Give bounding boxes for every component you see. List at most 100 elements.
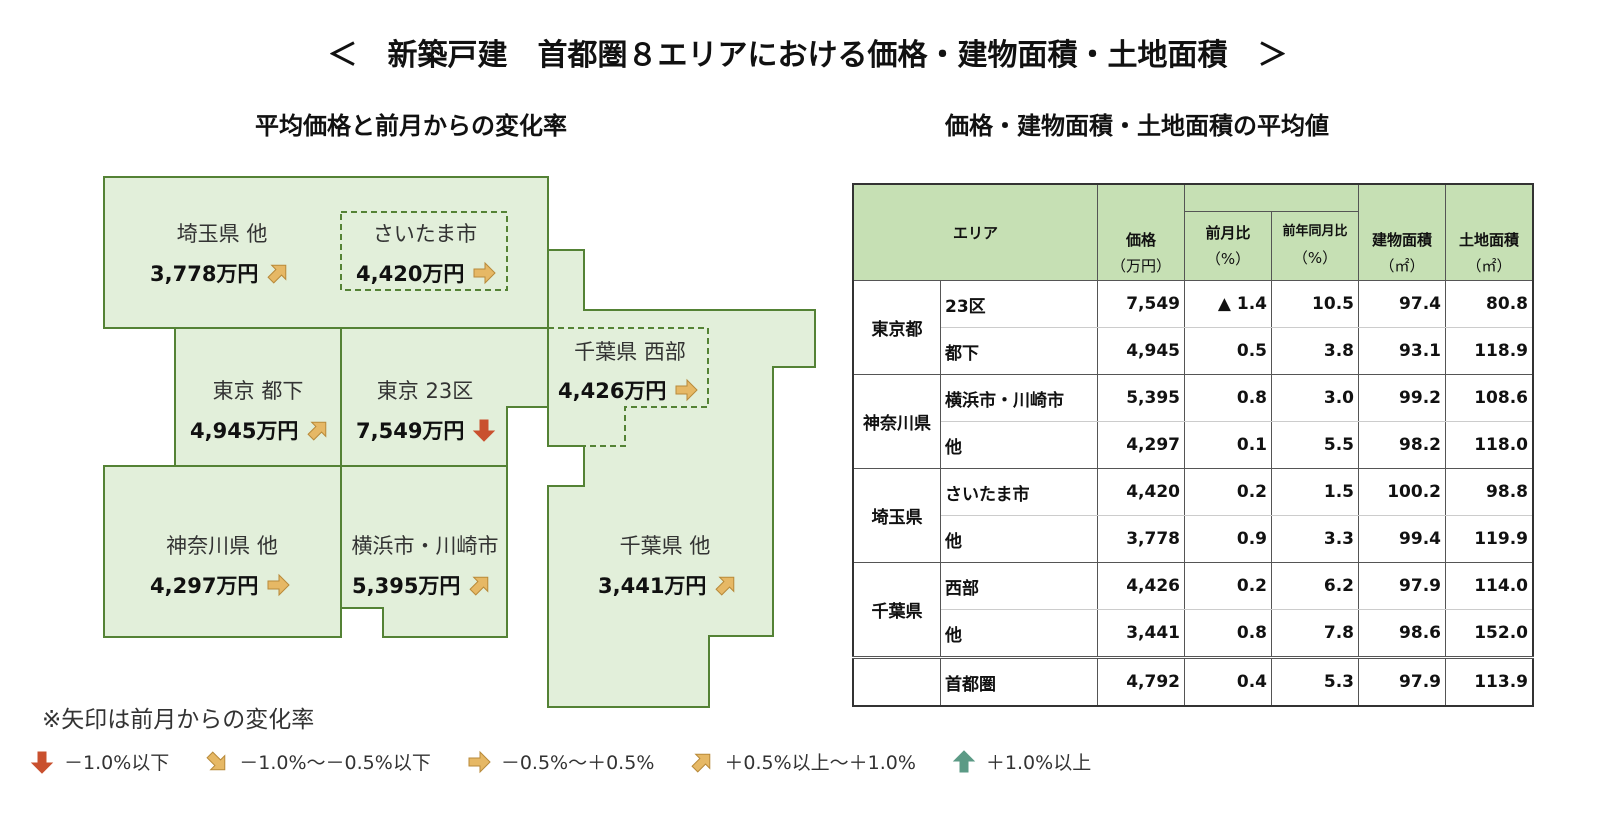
region-price: 4,420万円 bbox=[356, 258, 497, 288]
arrow-right-icon bbox=[675, 378, 699, 402]
table-row-total: 首都圏 4,792 0.4 5.3 97.9 113.9 bbox=[852, 656, 1534, 707]
region-saitama-other bbox=[103, 176, 549, 329]
region-label: 千葉県 他 bbox=[619, 534, 711, 558]
table-cell: 99.2 bbox=[1358, 374, 1446, 422]
price-table: エリア 価格 （万円） 建物面積 （㎡） 土地面積 （㎡） 前月比 （%） 前年同月比（… bbox=[852, 183, 1534, 707]
legend-item: －0.5%～＋0.5% bbox=[467, 748, 654, 775]
region-label: 横浜市・川崎市 bbox=[351, 534, 499, 558]
legend: －1.0%以下 －1.0%～－0.5%以下 －0.5%～＋0.5% ＋0.5%以上～＋… bbox=[30, 748, 1127, 775]
table-cell: 118.0 bbox=[1445, 421, 1534, 469]
table-cell: 0.5 bbox=[1184, 327, 1272, 375]
table-cell: 23区 bbox=[940, 280, 1098, 328]
table-row: 他 3,778 0.9 3.3 99.4 119.9 bbox=[853, 515, 1534, 563]
header-yoy: 前年同月比 （%） bbox=[1271, 211, 1359, 281]
table-cell: 他 bbox=[940, 421, 1098, 469]
pref-cell: 埼玉県 bbox=[852, 468, 941, 563]
table-row: 神奈川県 横浜市・川崎市 5,395 0.8 3.0 99.2 108.6 bbox=[852, 374, 1534, 469]
region-price: 7,549万円 bbox=[356, 415, 496, 445]
table-row: 他 4,297 0.1 5.5 98.2 118.0 bbox=[853, 421, 1534, 469]
header-area: エリア bbox=[852, 183, 1098, 281]
arrow-up-right-icon bbox=[691, 753, 711, 773]
table-cell: 0.1 bbox=[1184, 421, 1272, 469]
legend-item: ＋0.5%以上～＋1.0% bbox=[690, 748, 916, 775]
table-cell: 7.8 bbox=[1271, 609, 1359, 658]
table-cell: 118.9 bbox=[1445, 327, 1534, 375]
table-cell: 0.2 bbox=[1184, 562, 1272, 610]
region-price: 5,395万円 bbox=[352, 570, 492, 600]
arrow-down-icon bbox=[30, 751, 54, 774]
arrow-up-icon bbox=[952, 749, 976, 772]
region-price: 3,778万円 bbox=[150, 258, 290, 288]
table-cell: 4,792 bbox=[1097, 656, 1185, 707]
arrow-note: ※矢印は前月からの変化率 bbox=[42, 707, 315, 733]
table-row: 埼玉県 さいたま市 4,420 0.2 1.5 100.2 98.8 bbox=[852, 468, 1534, 563]
table-cell: 98.2 bbox=[1358, 421, 1446, 469]
table-cell: 6.2 bbox=[1271, 562, 1359, 610]
table-cell: 98.8 bbox=[1445, 468, 1534, 516]
region-price: 4,297万円 bbox=[150, 570, 291, 600]
table-title: 価格・建物面積・土地面積の平均値 bbox=[945, 112, 1329, 140]
page-title: ＜ 新築戸建 首都圏８エリアにおける価格・建物面積・土地面積 ＞ bbox=[327, 38, 1288, 73]
region-price: 4,426万円 bbox=[558, 375, 699, 405]
pref-cell: 東京都 bbox=[852, 280, 941, 375]
region-chiba-west bbox=[548, 327, 709, 447]
table-cell: 5.5 bbox=[1271, 421, 1359, 469]
table-cell: 3,778 bbox=[1097, 515, 1185, 563]
arrow-down-icon bbox=[473, 419, 496, 442]
region-label: さいたま市 bbox=[372, 222, 478, 246]
header-price: 価格 （万円） bbox=[1097, 183, 1185, 281]
table-cell: 都下 bbox=[940, 327, 1098, 375]
arrow-down-right-icon bbox=[206, 750, 226, 770]
region-chiba bbox=[547, 249, 816, 708]
table-row: 他 3,441 0.8 7.8 98.6 152.0 bbox=[853, 609, 1534, 658]
table-cell: 4,945 bbox=[1097, 327, 1185, 375]
arrow-right-icon bbox=[473, 261, 497, 285]
table-cell: 0.8 bbox=[1184, 374, 1272, 422]
arrow-right-icon bbox=[468, 750, 491, 773]
arrow-right-icon bbox=[267, 573, 291, 597]
region-label: 神奈川県 他 bbox=[166, 534, 278, 558]
region-price: 3,441万円 bbox=[598, 570, 738, 600]
table-cell: 5,395 bbox=[1097, 374, 1185, 422]
table-cell: 100.2 bbox=[1358, 468, 1446, 516]
table-cell: 他 bbox=[940, 609, 1098, 658]
region-kanagawa-other bbox=[103, 465, 342, 638]
table-cell: 10.5 bbox=[1271, 280, 1359, 328]
region-saitama-city bbox=[340, 211, 508, 291]
table-cell: ▲ 1.4 bbox=[1184, 280, 1272, 328]
table-cell: 3.0 bbox=[1271, 374, 1359, 422]
table-cell: 97.4 bbox=[1358, 280, 1446, 328]
table-cell: 7,549 bbox=[1097, 280, 1185, 328]
table-cell: 5.3 bbox=[1271, 656, 1359, 707]
table-cell: 0.9 bbox=[1184, 515, 1272, 563]
table-cell: 首都圏 bbox=[940, 656, 1098, 707]
region-label: 埼玉県 他 bbox=[176, 222, 268, 246]
table-cell: 0.4 bbox=[1184, 656, 1272, 707]
table-cell: 3.3 bbox=[1271, 515, 1359, 563]
header-mom: 前月比 （%） bbox=[1184, 211, 1272, 281]
region-label: 千葉県 西部 bbox=[574, 340, 686, 364]
region-label: 東京 都下 bbox=[212, 379, 304, 403]
table-cell: 98.6 bbox=[1358, 609, 1446, 658]
table-cell: 0.2 bbox=[1184, 468, 1272, 516]
region-price: 4,945万円 bbox=[190, 415, 330, 445]
table-cell: 114.0 bbox=[1445, 562, 1534, 610]
header-building: 建物面積 （㎡） bbox=[1358, 183, 1446, 281]
table-cell: 3,441 bbox=[1097, 609, 1185, 658]
arrow-up-right-icon bbox=[715, 576, 735, 596]
legend-item: ＋1.0%以上 bbox=[952, 748, 1091, 775]
table-cell: 1.5 bbox=[1271, 468, 1359, 516]
arrow-up-right-icon bbox=[469, 576, 489, 596]
pref-cell: 千葉県 bbox=[852, 562, 941, 658]
table-cell: 西部 bbox=[940, 562, 1098, 610]
table-cell: 4,297 bbox=[1097, 421, 1185, 469]
table-cell: 99.4 bbox=[1358, 515, 1446, 563]
header-land: 土地面積 （㎡） bbox=[1445, 183, 1534, 281]
table-cell: 119.9 bbox=[1445, 515, 1534, 563]
arrow-up-right-icon bbox=[307, 421, 327, 441]
table-cell: 3.8 bbox=[1271, 327, 1359, 375]
map-title: 平均価格と前月からの変化率 bbox=[255, 112, 567, 140]
table-cell: 4,426 bbox=[1097, 562, 1185, 610]
table-cell: 97.9 bbox=[1358, 562, 1446, 610]
